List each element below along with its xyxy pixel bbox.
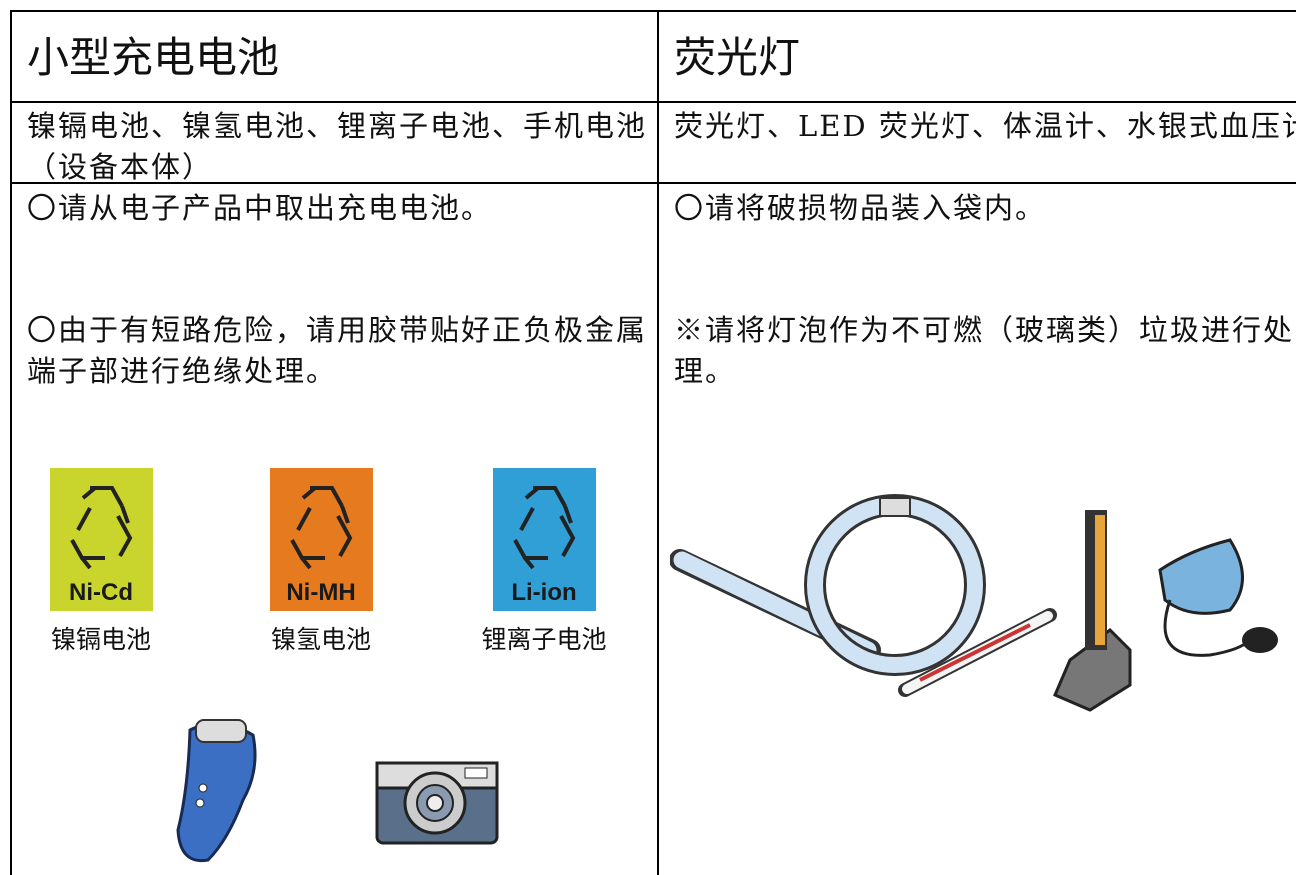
battery-code: Ni-Cd	[69, 579, 133, 606]
note: 〇请从电子产品中取出充电电池。	[27, 191, 493, 225]
column-header: 荧光灯	[674, 33, 801, 82]
recycle-mark: Li-ion	[493, 468, 596, 611]
camera-illustration	[375, 761, 499, 845]
fluorescent-illustration	[670, 494, 1278, 712]
battery-code: Li-ion	[511, 579, 576, 606]
note: ※请将灯泡作为不可燃（玻璃类）垃圾进行处理。	[674, 313, 1295, 388]
recycle-mark: Ni-Cd	[50, 468, 153, 611]
border	[10, 182, 1296, 184]
battery-caption: 镍氢电池	[270, 625, 371, 654]
border	[10, 101, 1296, 103]
note: 〇请将破损物品装入袋内。	[674, 191, 1047, 225]
recycle-mark: Ni-MH	[270, 468, 373, 611]
border	[10, 10, 12, 875]
note: 〇由于有短路危险，请用胶带贴好正负极金属端子部进行绝缘处理。	[27, 313, 648, 388]
border	[10, 10, 1296, 12]
column-header: 小型充电电池	[27, 33, 280, 82]
battery-caption: 镍镉电池	[50, 625, 151, 654]
border	[657, 10, 659, 875]
item-list: 镍镉电池、镍氢电池、锂离子电池、手机电池（设备本体）	[27, 109, 648, 184]
shaver-illustration	[176, 719, 257, 863]
battery-code: Ni-MH	[286, 579, 355, 606]
battery-caption: 锂离子电池	[481, 625, 607, 654]
item-list: 荧光灯、LED 荧光灯、体温计、水银式血压计	[674, 109, 1296, 143]
